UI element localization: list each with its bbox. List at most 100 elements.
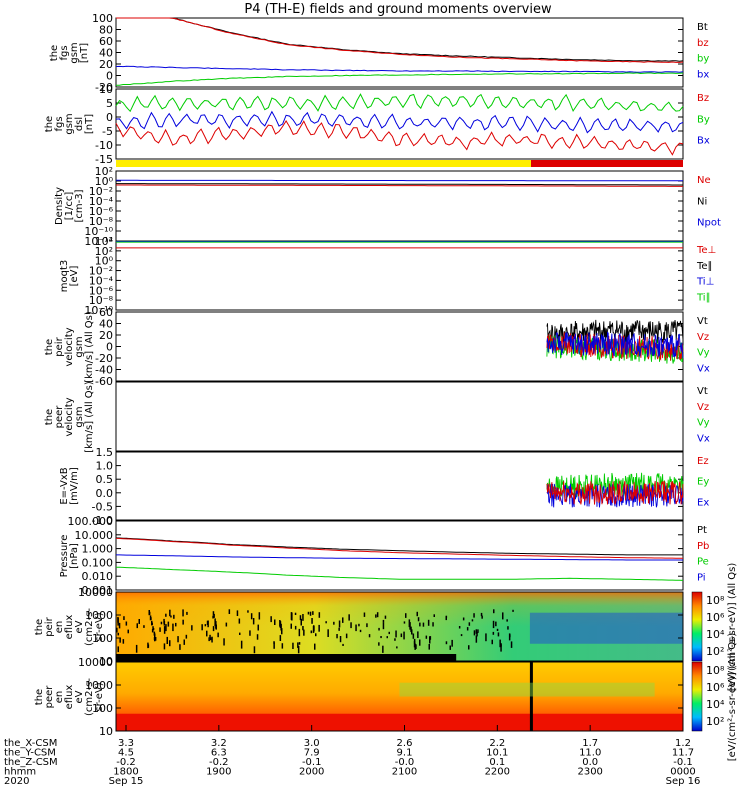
x-axis-tick-label: 0.1: [489, 757, 505, 768]
spectrogram-speckle: [256, 634, 259, 640]
spectrogram-speckle: [191, 625, 193, 631]
spectrogram-speckle: [403, 621, 406, 624]
spectrogram-speckle: [279, 635, 282, 641]
spectrogram-speckle: [311, 618, 313, 624]
legend-Pt: Pt: [697, 525, 707, 536]
y-tick-label: 1.000: [82, 543, 114, 556]
spectrogram-speckle: [127, 629, 129, 634]
y-tick-label: 10000: [78, 656, 113, 669]
x-axis-row-label: the_Y-CSM: [4, 748, 56, 759]
panel-frame: [115, 17, 684, 88]
y-tick-label: -60: [95, 375, 113, 388]
spectrogram-speckle: [433, 614, 435, 617]
spectrogram-speckle: [475, 635, 478, 643]
legend-Ey: Ey: [697, 477, 709, 488]
spectrogram-speckle: [294, 612, 297, 615]
y-tick-label: 10⁰: [95, 175, 114, 188]
legend-Bz: Bz: [697, 93, 709, 104]
spectrogram-speckle: [411, 629, 413, 635]
spectrogram-speckle: [416, 611, 418, 617]
y-tick-label: 10⁰: [95, 255, 114, 268]
colorbar-tick: 10⁴: [706, 628, 725, 641]
spectrogram-speckle: [138, 619, 140, 624]
spectrogram-speckle: [386, 636, 388, 639]
spectrogram-speckle: [339, 636, 342, 643]
y-tick-label: 10⁻⁸: [89, 215, 114, 228]
panel-frame: [115, 520, 684, 591]
spectrogram-speckle: [476, 632, 478, 637]
x-axis-tick-label: 3.0: [304, 738, 320, 749]
spectrogram-speckle: [496, 628, 499, 631]
x-axis-tick-label: 2100: [392, 767, 417, 778]
spectrogram-speckle: [500, 643, 502, 647]
panel-frame: [115, 661, 684, 732]
colorbar-label: [eV/(cm²-s-sr-eV)] (All Qs): [727, 563, 738, 692]
spectrogram-speckle: [201, 624, 203, 631]
panel-pressure: 100.00010.0001.0000.1000.0100.001Pressur…: [59, 515, 709, 597]
legend-By: By: [697, 114, 710, 125]
x-axis-tick-label: 2.6: [397, 738, 413, 749]
y-tick-label: 10: [99, 83, 113, 96]
series-Pi: [116, 554, 683, 561]
x-axis-tick-label: -0.1: [302, 757, 322, 768]
spectrogram-speckle: [166, 636, 168, 644]
y-axis-label: thepeervelocitygsm[km/s] (All Qs): [44, 381, 95, 453]
spectrogram-speckle: [382, 622, 385, 630]
legend-Ez: Ez: [697, 456, 709, 467]
spectrogram-speckle: [273, 642, 275, 649]
spectrogram-speckle: [396, 646, 398, 649]
y-axis-label: thefgsgsm[nT]: [49, 42, 90, 63]
spectrogram-speckle: [473, 613, 475, 618]
spectrogram-speckle: [410, 626, 412, 632]
spectrogram-speckle: [451, 639, 453, 647]
spectrogram-speckle: [460, 634, 463, 637]
spectrogram-speckle: [491, 639, 493, 645]
y-tick-label: 0.001: [82, 584, 114, 597]
y-tick-label: 100: [92, 632, 113, 645]
y-tick-label: -20: [95, 81, 113, 94]
spectrogram-speckle: [252, 618, 255, 625]
series-bz: [116, 17, 684, 63]
spectrogram-speckle: [297, 646, 300, 654]
y-tick-label: 10⁴: [95, 235, 114, 248]
spectrogram-speckle: [417, 617, 420, 622]
spectrogram-speckle: [502, 612, 504, 620]
panel-frame: [115, 88, 684, 160]
spectrogram-speckle: [382, 619, 385, 623]
spectrogram-speckle: [209, 634, 211, 638]
spectrogram-speckle: [240, 640, 243, 649]
spectrogram-speckle: [300, 618, 302, 626]
spectrogram-speckle: [422, 622, 425, 627]
y-tick-label: 1000: [85, 679, 113, 692]
panel-peer-velocity: thepeervelocitygsm[km/s] (All Qs) Vt Vz Vy V…: [44, 381, 710, 453]
spectrogram-speckle: [468, 645, 470, 650]
spectrogram-speckle: [118, 622, 121, 629]
spectrogram-speckle: [428, 646, 430, 650]
x-axis-tick-label: -0.2: [209, 757, 229, 768]
spectrogram-speckle: [206, 630, 208, 637]
panel-frame: [115, 381, 684, 452]
series-Vx: [546, 331, 684, 359]
y-tick-label: 10⁻⁶: [89, 284, 114, 297]
spectrogram-speckle: [445, 616, 447, 621]
spectrogram-speckle: [338, 627, 340, 631]
spectrogram-speckle: [159, 627, 161, 632]
x-axis-tick-label: 4.5: [118, 748, 134, 759]
spectrogram-speckle: [213, 613, 215, 618]
spectrogram-speckle: [506, 619, 508, 622]
spectrogram-low-band: [116, 654, 457, 661]
spectrogram-speckle: [169, 640, 171, 647]
legend-Pe: Pe: [697, 557, 709, 568]
series-Pb: [115, 537, 683, 559]
spectrogram-speckle: [119, 638, 121, 643]
plot-title: P4 (TH-E) fields and ground moments over…: [244, 2, 552, 17]
y-tick-label: 10⁻¹²: [84, 235, 113, 248]
x-axis-tick-label: 3.2: [211, 738, 227, 749]
spectrogram-speckle: [122, 639, 125, 644]
spectrogram-speckle: [125, 621, 128, 626]
spectrogram-speckle: [366, 623, 368, 628]
legend-Vz: Vz: [697, 402, 709, 413]
